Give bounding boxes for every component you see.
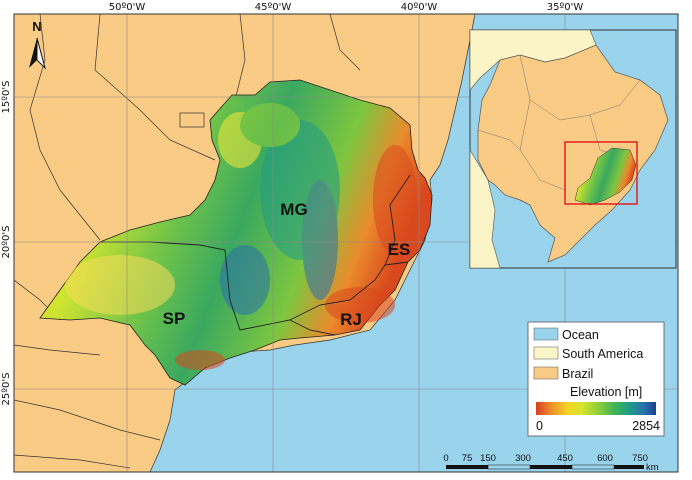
state-label-mg: MG <box>280 200 307 219</box>
legend: Ocean South America Brazil Elevation [m]… <box>527 321 665 437</box>
legend-elev-min: 0 <box>536 419 543 433</box>
lon-label-50w: 50º0'W <box>109 2 146 13</box>
north-label: N <box>32 19 41 34</box>
legend-label-ocean: Ocean <box>562 328 599 342</box>
lat-label-20s: 20º0'S <box>1 226 12 259</box>
inset-region <box>574 147 637 206</box>
scale-tick-75: 75 <box>462 453 473 464</box>
legend-elev-max: 2854 <box>632 419 660 433</box>
legend-swatch-brazil <box>533 366 559 380</box>
inset-brazil <box>477 44 669 263</box>
lon-label-40w: 40º0'W <box>401 2 438 13</box>
legend-elevation-ramp <box>536 402 656 415</box>
lon-label-35w: 35º0'W <box>547 2 584 13</box>
scale-tick-450: 450 <box>557 453 573 464</box>
inset-map <box>469 29 677 269</box>
state-label-es: ES <box>388 240 411 259</box>
scale-bar: 0 75 150 300 450 600 750 km <box>443 453 658 473</box>
lat-label-15s: 15º0'S <box>1 81 12 114</box>
scale-tick-600: 600 <box>597 453 613 464</box>
state-label-rj: RJ <box>340 310 362 329</box>
scale-tick-0: 0 <box>443 453 448 464</box>
inset-extent-box <box>564 141 638 205</box>
state-label-sp: SP <box>163 309 186 328</box>
legend-label-brazil: Brazil <box>562 367 593 381</box>
legend-swatch-ocean <box>533 327 559 341</box>
north-arrow-icon <box>29 37 46 70</box>
scale-tick-150: 150 <box>480 453 496 464</box>
legend-label-south-america: South America <box>562 347 643 361</box>
scale-unit: km <box>646 462 659 473</box>
lat-label-25s: 25º0'S <box>1 373 12 406</box>
elevation-texture <box>65 103 417 370</box>
scale-tick-300: 300 <box>515 453 531 464</box>
legend-elevation-title: Elevation [m] <box>570 385 642 399</box>
lon-label-45w: 45º0'W <box>255 2 292 13</box>
legend-swatch-south-america <box>533 346 559 360</box>
region-state-borders <box>100 174 411 336</box>
scale-tick-750: 750 <box>632 453 648 464</box>
map-frame <box>13 13 679 473</box>
